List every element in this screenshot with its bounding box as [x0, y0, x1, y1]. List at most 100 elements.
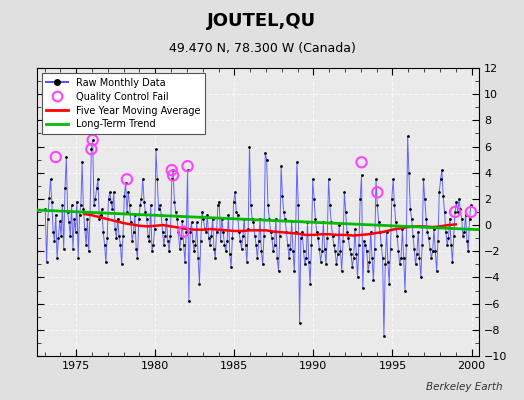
Point [280, 209, 288, 215]
Point [378, 255, 387, 261]
Point [63, 209, 72, 215]
Point [403, 133, 412, 139]
Point [422, 215, 430, 222]
Point [232, 209, 241, 215]
Point [294, 202, 302, 209]
Point [399, 255, 408, 261]
Point [318, 248, 326, 254]
Point [214, 202, 222, 209]
Point [243, 258, 251, 265]
Point [429, 248, 437, 254]
Point [190, 248, 199, 254]
Point [111, 226, 119, 232]
Point [365, 258, 374, 265]
Point [79, 206, 88, 212]
Point [204, 235, 213, 241]
Point [283, 242, 292, 248]
Point [48, 198, 56, 205]
Point [114, 215, 122, 222]
Point [210, 246, 218, 252]
Point [182, 228, 190, 235]
Point [249, 219, 258, 226]
Legend: Raw Monthly Data, Quality Control Fail, Five Year Moving Average, Long-Term Tren: Raw Monthly Data, Quality Control Fail, … [41, 73, 205, 134]
Point [66, 232, 74, 239]
Point [60, 246, 68, 252]
Point [106, 189, 114, 196]
Point [228, 235, 236, 241]
Point [120, 193, 128, 200]
Point [334, 251, 342, 257]
Point [74, 255, 82, 261]
Point [385, 281, 394, 287]
Point [56, 218, 64, 224]
Point [145, 238, 154, 244]
Point [384, 258, 392, 265]
Point [119, 232, 127, 239]
Point [49, 228, 57, 235]
Point [168, 176, 176, 182]
Point [258, 261, 267, 268]
Point [77, 202, 85, 209]
Point [298, 228, 307, 235]
Point [381, 261, 389, 268]
Point [448, 258, 456, 265]
Point [211, 255, 220, 261]
Point [451, 209, 459, 215]
Point [186, 228, 194, 235]
Point [53, 255, 61, 261]
Point [296, 320, 304, 326]
Point [344, 235, 353, 241]
Point [247, 202, 255, 209]
Point [452, 198, 461, 205]
Point [355, 242, 363, 248]
Point [451, 209, 459, 215]
Point [206, 242, 214, 248]
Point [188, 219, 196, 226]
Text: 49.470 N, 78.300 W (Canada): 49.470 N, 78.300 W (Canada) [169, 42, 355, 55]
Point [465, 215, 474, 222]
Point [62, 154, 71, 160]
Point [396, 261, 404, 268]
Point [158, 228, 167, 235]
Point [265, 215, 274, 222]
Point [132, 246, 140, 252]
Point [324, 176, 333, 182]
Point [147, 202, 155, 209]
Text: Berkeley Earth: Berkeley Earth [427, 382, 503, 392]
Point [389, 176, 397, 182]
Point [256, 215, 264, 222]
Point [351, 226, 359, 232]
Point [315, 246, 323, 252]
Point [273, 255, 281, 261]
Point [136, 202, 144, 209]
Point [357, 172, 366, 178]
Point [309, 176, 317, 182]
Point [212, 228, 221, 235]
Point [178, 218, 187, 224]
Point [329, 232, 337, 239]
Point [397, 255, 405, 261]
Point [426, 246, 434, 252]
Point [150, 226, 159, 232]
Point [181, 258, 189, 265]
Point [370, 246, 379, 252]
Point [377, 242, 386, 248]
Point [270, 242, 279, 248]
Point [394, 248, 402, 254]
Point [376, 228, 384, 235]
Point [276, 232, 284, 239]
Point [410, 246, 419, 252]
Point [127, 219, 135, 226]
Point [50, 238, 59, 244]
Point [41, 206, 49, 212]
Point [264, 202, 272, 209]
Point [177, 235, 185, 241]
Point [179, 242, 188, 248]
Point [215, 198, 223, 205]
Point [82, 242, 90, 248]
Point [413, 251, 421, 257]
Point [443, 242, 451, 248]
Point [174, 228, 182, 235]
Point [326, 202, 334, 209]
Point [418, 242, 427, 248]
